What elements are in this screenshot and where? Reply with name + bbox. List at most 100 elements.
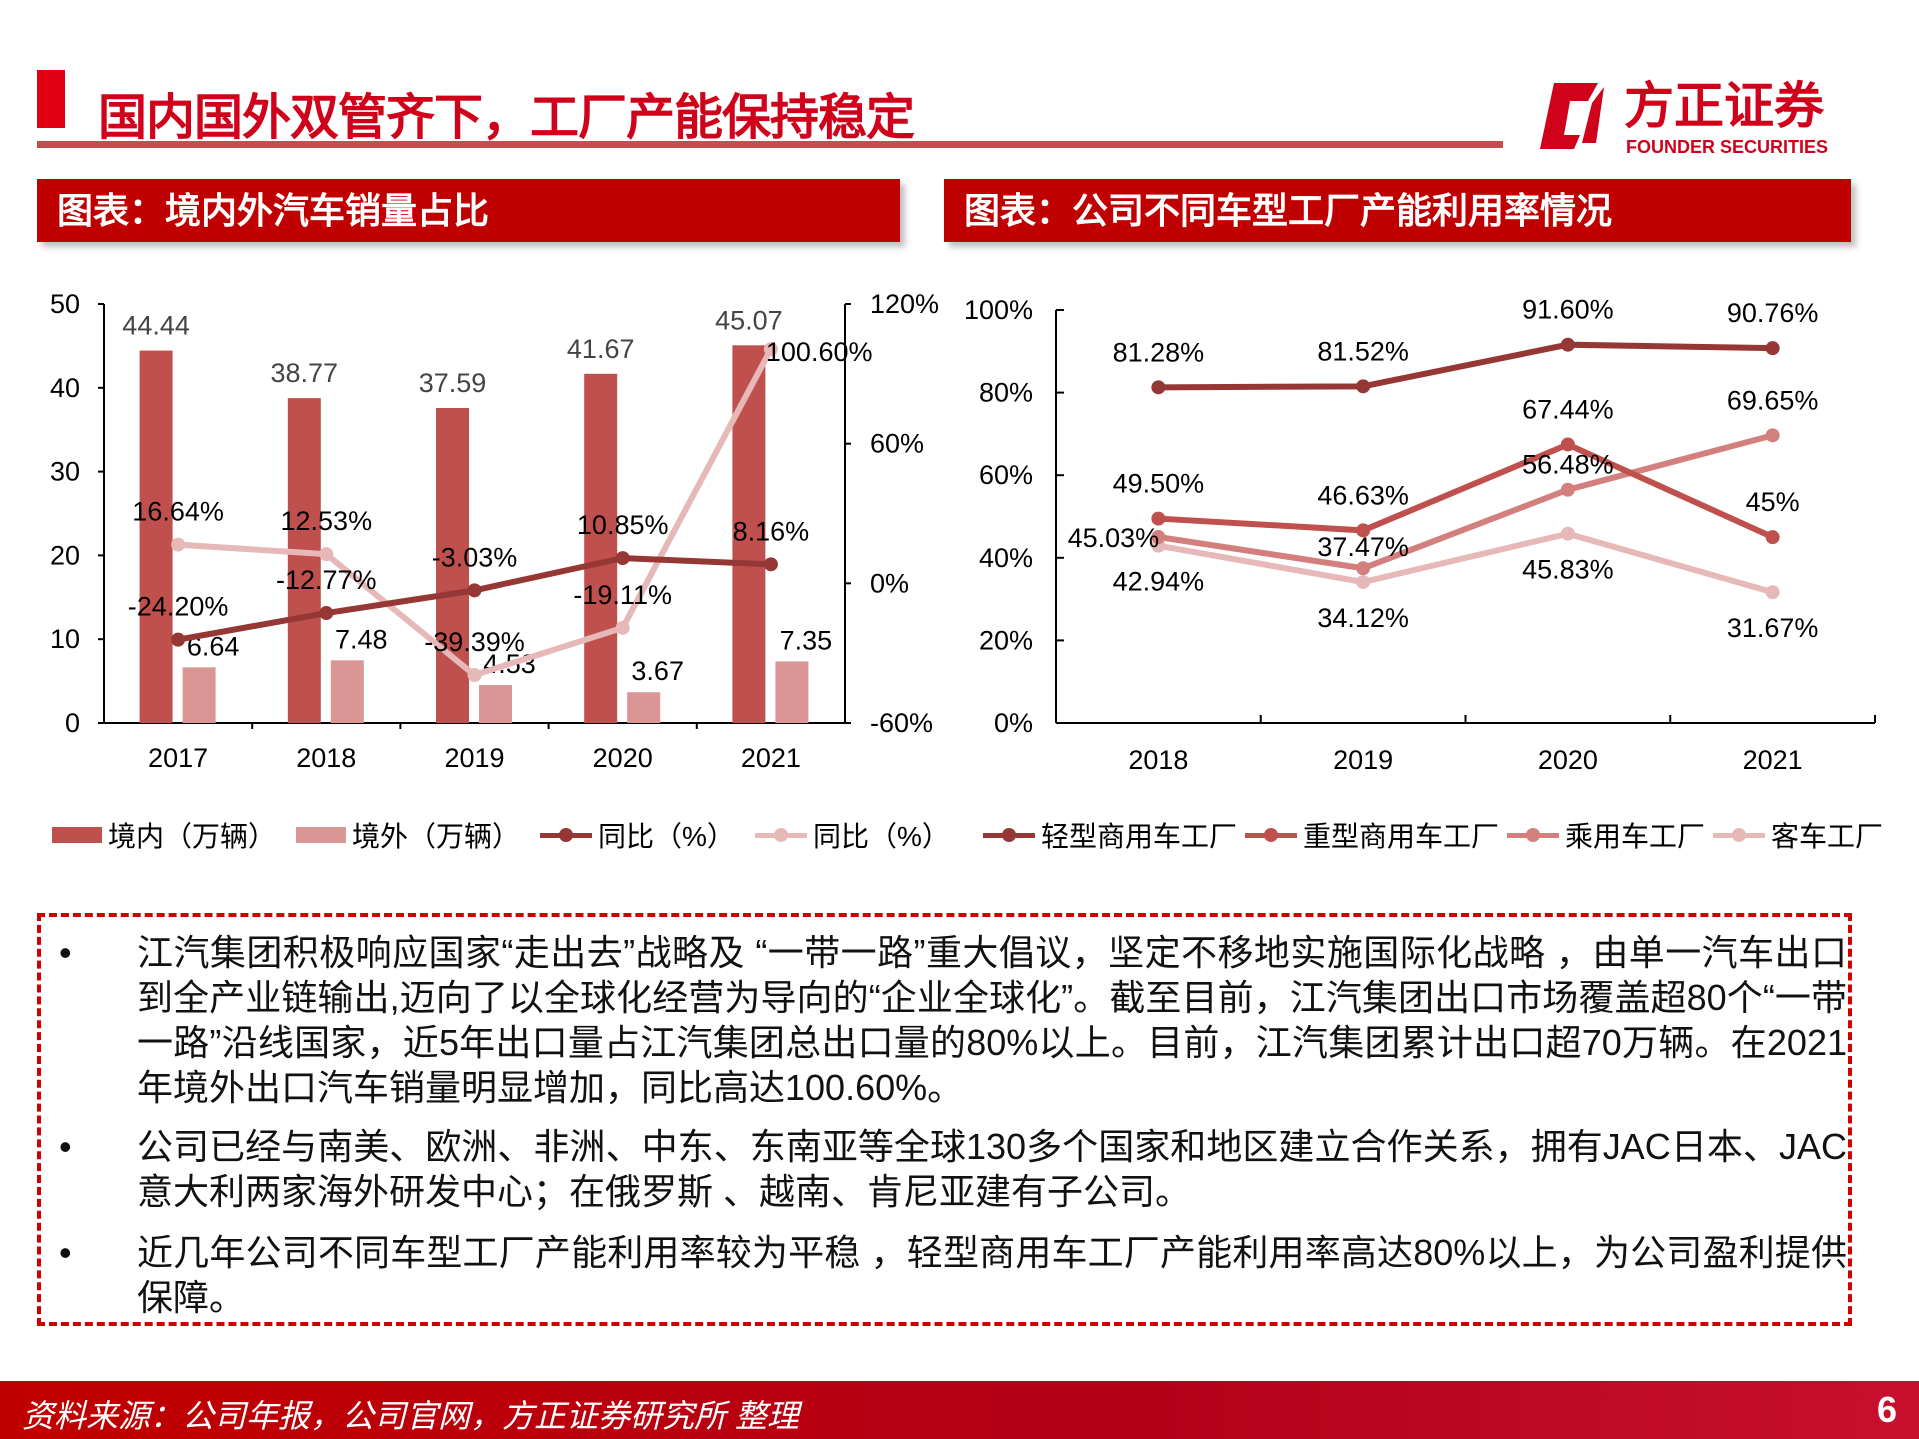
footer-band: 资料来源：公司年报，公司官网，方正证券研究所 整理 6: [0, 1381, 1919, 1439]
x-tick-label: 2019: [444, 743, 504, 773]
bullet-text: 江汽集团积极响应国家“走出去”战略及 “一带一路”重大倡议，坚定不移地实施国际化…: [137, 932, 1847, 1108]
overseas-yoy-point: [171, 537, 186, 552]
y-tick-label: 40: [50, 373, 80, 403]
founder-securities-logo: 方正证券 FOUNDER SECURITIES: [1536, 73, 1848, 159]
legend-light-commercial: 轻型商用车工厂: [983, 815, 1237, 855]
y-tick-label: 100%: [964, 295, 1033, 325]
light-commercial-label: 90.76%: [1727, 298, 1819, 328]
legend-swatch: [540, 825, 593, 845]
passenger-point: [1560, 482, 1575, 497]
x-tick-label: 2020: [1538, 745, 1598, 775]
heavy-commercial-point: [1765, 530, 1780, 545]
domestic-bar-label: 38.77: [271, 358, 339, 388]
passenger-point: [1765, 428, 1780, 443]
domestic-bar-label: 37.59: [419, 368, 487, 398]
x-tick-label: 2018: [1128, 745, 1188, 775]
logo-cn-text: 方正证券: [1624, 78, 1825, 134]
bullet-dot: •: [59, 1232, 72, 1273]
legend-swatch: [1507, 825, 1560, 845]
domestic-bar: [584, 373, 618, 723]
bus-line: [1157, 530, 1774, 596]
legend-label: 客车工厂: [1771, 821, 1884, 852]
domestic-bar: [436, 407, 469, 723]
y-tick-label: 40%: [979, 543, 1033, 573]
bullet-dot: •: [59, 1126, 72, 1167]
legend-label: 同比（%）: [812, 821, 950, 852]
light-commercial-point: [1560, 337, 1575, 352]
legend-swatch: [983, 825, 1035, 845]
domestic-yoy-point: [171, 632, 186, 647]
heavy-commercial-label: 45%: [1746, 487, 1800, 517]
legend-domestic: 境内（万辆）: [52, 815, 276, 855]
domestic-yoy-point: [615, 551, 630, 566]
legend-domestic-yoy: 同比（%）: [540, 815, 735, 855]
legend-label: 重型商用车工厂: [1303, 821, 1500, 852]
domestic-bar: [287, 398, 321, 723]
bus-point: [1356, 575, 1371, 590]
light-commercial-point: [1765, 341, 1780, 356]
passenger-point: [1356, 561, 1371, 576]
legend-label: 境外（万辆）: [352, 821, 521, 852]
overseas-yoy-label: 12.53%: [281, 506, 373, 536]
bullet-dot: •: [59, 932, 72, 973]
legend-label: 轻型商用车工厂: [1041, 821, 1238, 852]
passenger-label: 45.03%: [1068, 523, 1160, 553]
domestic-bar-label: 44.44: [122, 311, 190, 341]
x-tick-label: 2018: [296, 743, 356, 773]
legend-heavy-commercial: 重型商用车工厂: [1245, 815, 1499, 855]
legend-overseas: 境外（万辆）: [296, 815, 520, 855]
legend-bus: 客车工厂: [1713, 815, 1883, 855]
y-tick-label: 0: [65, 708, 80, 738]
overseas-yoy-point: [615, 620, 630, 635]
domestic-bar-label: 45.07: [715, 305, 783, 335]
overseas-bar: [330, 660, 364, 723]
page-title: 国内国外双管齐下，工厂产能保持稳定: [98, 91, 915, 145]
domestic-bar-label: 41.67: [567, 334, 635, 364]
domestic-yoy-point: [319, 606, 334, 621]
legend-label: 境内（万辆）: [108, 821, 277, 852]
summary-textbox: • 江汽集团积极响应国家“走出去”战略及 “一带一路”重大倡议，坚定不移地实施国际…: [37, 913, 1852, 1326]
legend-swatch: [52, 827, 102, 843]
legend-overseas-yoy: 同比（%）: [754, 815, 950, 855]
bus-point: [1560, 526, 1575, 541]
heavy-commercial-point: [1560, 437, 1575, 452]
domestic-yoy-label: -24.20%: [128, 592, 229, 622]
light-commercial-label: 81.52%: [1317, 336, 1409, 366]
bus-label: 31.67%: [1727, 613, 1819, 643]
overseas-yoy-label: 100.60%: [766, 337, 873, 367]
bullet-text: 近几年公司不同车型工厂产能利用率较为平稳 ，轻型商用车工厂产能利用率高达80%以…: [137, 1232, 1847, 1318]
x-tick-label: 2017: [148, 743, 208, 773]
overseas-yoy-label: -19.11%: [573, 580, 672, 610]
legend-passenger: 乘用车工厂: [1507, 815, 1705, 855]
bus-label: 45.83%: [1522, 555, 1614, 585]
overseas-yoy-point: [763, 342, 778, 357]
domestic-yoy-point: [763, 557, 778, 572]
x-tick-label: 2020: [593, 743, 653, 773]
y2-tick-label: 120%: [870, 289, 939, 319]
sales-chart: 0 10 20 30 40 50 -60% 0% 60% 120% 2017 2018 2019 2020…: [50, 289, 939, 773]
light-commercial-point: [1356, 379, 1371, 394]
domestic-yoy-label: 8.16%: [733, 516, 810, 546]
y-tick-label: 30: [50, 457, 80, 487]
right-chart-title: 图表：公司不同车型工厂产能利用率情况: [944, 179, 1851, 242]
passenger-label: 37.47%: [1317, 532, 1409, 562]
passenger-line: [1157, 432, 1774, 572]
y-tick-label: 60%: [979, 460, 1033, 490]
passenger-label: 56.48%: [1522, 450, 1614, 480]
heavy-commercial-label: 67.44%: [1522, 394, 1614, 424]
bus-label: 42.94%: [1113, 567, 1205, 597]
light-commercial-line: [1158, 341, 1773, 391]
title-divider: [37, 141, 1503, 148]
light-commercial-label: 81.28%: [1113, 337, 1205, 367]
heavy-commercial-label: 49.50%: [1113, 469, 1205, 499]
overseas-bar: [479, 685, 512, 723]
passenger-point: [1151, 530, 1166, 545]
title-accent-bar: [37, 70, 65, 128]
overseas-bar-label: 7.35: [780, 625, 833, 655]
overseas-bar-label: 7.48: [335, 624, 388, 654]
overseas-yoy-point: [467, 668, 482, 683]
capacity-utilization-chart: 0% 20% 40% 60% 80% 100% 2018 2019 2020 2021 42.94%…: [964, 295, 1876, 775]
overseas-bar-label: 3.67: [631, 656, 684, 686]
y-tick-label: 50: [50, 289, 80, 319]
x-tick-label: 2021: [741, 743, 801, 773]
